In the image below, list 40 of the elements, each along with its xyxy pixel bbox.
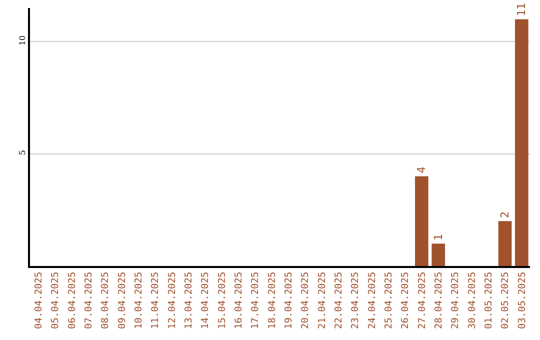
x-tick-label: 26.04.2025 <box>400 272 412 330</box>
x-tick-label: 20.04.2025 <box>300 272 312 330</box>
x-tick-label: 15.04.2025 <box>216 272 228 330</box>
x-tick-label: 30.04.2025 <box>466 272 478 330</box>
x-tick-label: 04.04.2025 <box>33 272 44 330</box>
x-tick-label: 05.04.2025 <box>50 272 62 330</box>
x-tick-label: 21.04.2025 <box>316 272 328 330</box>
bar <box>415 176 428 266</box>
x-tick-label: 06.04.2025 <box>66 272 78 330</box>
x-tick-label: 12.04.2025 <box>166 272 178 330</box>
data-label: 2 <box>498 212 512 218</box>
y-tick-label: 10 <box>18 35 28 46</box>
data-label: 11 <box>515 2 528 16</box>
x-tick-label: 29.04.2025 <box>450 272 462 330</box>
data-label: 4 <box>415 166 428 174</box>
x-tick-label: 07.04.2025 <box>83 272 94 330</box>
bar <box>515 19 528 266</box>
x-tick-label: 24.04.2025 <box>366 272 378 330</box>
x-tick-label: 01.05.2025 <box>483 272 494 330</box>
x-tick-label: 10.04.2025 <box>133 272 144 330</box>
x-tick-label: 09.04.2025 <box>116 272 128 330</box>
x-tick-label: 16.04.2025 <box>233 272 244 330</box>
x-tick-label: 18.04.2025 <box>266 272 278 330</box>
x-tick-label: 08.04.2025 <box>100 272 112 330</box>
data-label: 1 <box>432 234 445 241</box>
x-tick-label: 13.04.2025 <box>183 272 194 330</box>
x-tick-label: 28.04.2025 <box>433 272 444 330</box>
x-tick-label: 17.04.2025 <box>250 272 262 330</box>
x-tick-label: 27.04.2025 <box>416 272 428 330</box>
bar <box>432 244 445 266</box>
y-tick-label: 5 <box>18 150 28 156</box>
x-tick-label: 14.04.2025 <box>200 272 212 330</box>
x-tick-label: 11.04.2025 <box>150 272 162 330</box>
x-tick-label: 19.04.2025 <box>283 272 294 330</box>
x-tick-label: 25.04.2025 <box>383 272 394 330</box>
x-tick-label: 03.05.2025 <box>516 272 528 330</box>
x-tick-label: 02.05.2025 <box>500 272 512 330</box>
x-tick-label: 23.04.2025 <box>350 272 362 330</box>
x-tick-label: 22.04.2025 <box>333 272 344 330</box>
bar <box>498 221 512 266</box>
